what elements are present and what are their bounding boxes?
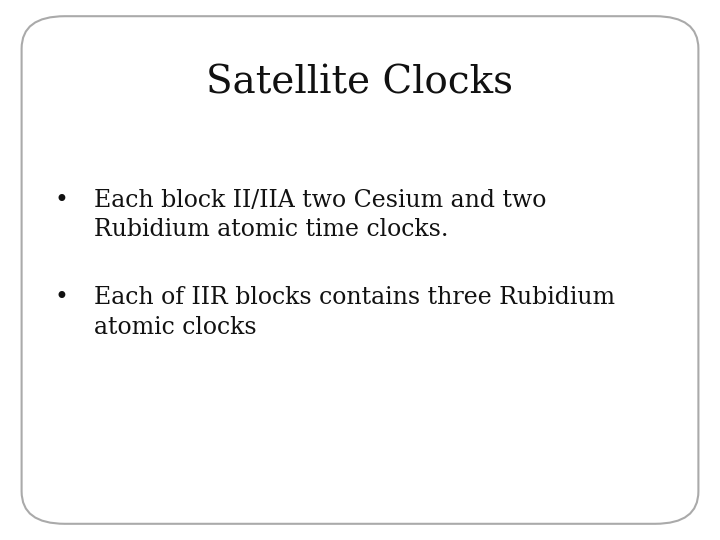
Text: •: • bbox=[54, 286, 68, 309]
Text: •: • bbox=[54, 189, 68, 212]
Text: Satellite Clocks: Satellite Clocks bbox=[207, 65, 513, 102]
Text: Each block II/IIA two Cesium and two
Rubidium atomic time clocks.: Each block II/IIA two Cesium and two Rub… bbox=[94, 189, 546, 241]
Text: Each of IIR blocks contains three Rubidium
atomic clocks: Each of IIR blocks contains three Rubidi… bbox=[94, 286, 615, 339]
FancyBboxPatch shape bbox=[22, 16, 698, 524]
